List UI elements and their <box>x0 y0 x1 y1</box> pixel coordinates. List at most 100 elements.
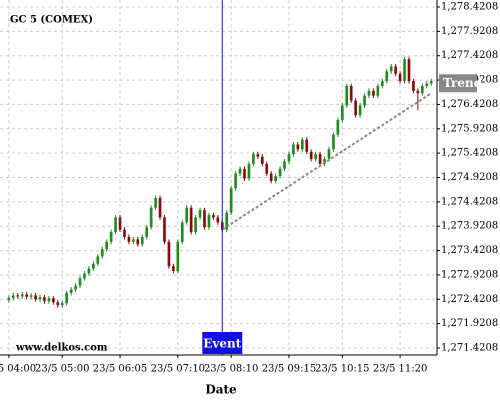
y-tick-label: 1,271.9208 <box>441 318 498 329</box>
candle-body <box>207 215 211 228</box>
candle-body <box>100 249 104 257</box>
candle-body <box>74 285 77 290</box>
y-tick-label: 1,271.4208 <box>441 342 498 353</box>
candle-body <box>403 59 406 82</box>
candle-body <box>69 289 73 293</box>
candle-body <box>25 294 29 297</box>
candle-body <box>389 66 393 72</box>
candle-body <box>132 239 135 242</box>
candle-body <box>412 81 415 91</box>
event-label-box <box>202 332 243 354</box>
x-tick-label: 23/5 06:05 <box>93 364 147 375</box>
candle-body <box>420 85 424 94</box>
y-tick-label: 1,274.4208 <box>441 196 498 207</box>
candle-body <box>278 168 282 177</box>
candle-body <box>332 134 335 150</box>
candle-body <box>323 159 326 164</box>
x-tick-label: 23/5 11:20 <box>373 364 427 375</box>
trend-label-box <box>439 74 477 93</box>
watermark: www.delkos.com <box>15 343 108 354</box>
candle-body <box>56 302 60 306</box>
candle-body <box>29 295 33 297</box>
candle-body <box>194 217 197 233</box>
candle-body <box>87 268 91 274</box>
y-tick-label: 1,275.4208 <box>441 148 498 159</box>
trend-line <box>221 92 432 231</box>
y-tick-label: 1,273.9208 <box>441 221 498 232</box>
candle-body <box>114 217 117 233</box>
candle-body <box>429 81 433 84</box>
candle-body <box>407 59 411 82</box>
candle-body <box>354 100 357 116</box>
candle-body <box>185 207 189 223</box>
candle-body <box>203 210 206 228</box>
candle-body <box>16 295 20 297</box>
candle-body <box>380 81 384 86</box>
y-tick-label: 1,276.4208 <box>441 99 498 110</box>
candle-body <box>7 297 11 301</box>
x-tick-label: 23/5 04:00 <box>0 364 36 375</box>
candle-body <box>367 90 371 96</box>
x-axis-label: Date <box>205 383 237 397</box>
x-tick-label: 23/5 10:15 <box>315 364 369 375</box>
candle-body <box>309 151 313 160</box>
candle-body <box>145 227 149 237</box>
labels: 1,271.4208 1,271.9208 1,272.4208 1,272.9208… <box>0 2 498 375</box>
candle-body <box>109 232 113 242</box>
candle-body <box>172 266 175 272</box>
candle-body <box>154 197 157 208</box>
candle-body <box>336 120 340 135</box>
candle-body <box>34 295 37 300</box>
grid <box>0 0 437 355</box>
candle-body <box>283 161 286 169</box>
candle-body <box>300 139 304 150</box>
candle-body <box>83 273 86 279</box>
candle-body <box>12 295 15 298</box>
candle-body <box>327 149 331 160</box>
candle-body <box>274 176 277 181</box>
candle-body <box>123 229 126 237</box>
candle-body <box>305 139 309 152</box>
y-tick-label: 1,278.4208 <box>441 2 498 13</box>
y-tick-label: 1,275.9208 <box>441 123 498 134</box>
x-tick-label: 23/5 07:10 <box>151 364 205 375</box>
candle-body <box>163 217 166 242</box>
candle-body <box>212 215 215 218</box>
candle-body <box>189 207 193 233</box>
candle-body <box>398 73 402 82</box>
candle-body <box>198 210 202 218</box>
candle-body <box>314 154 317 160</box>
chart-title: GC 5 (COMEX) <box>10 15 93 26</box>
candle-body <box>180 222 184 242</box>
marks <box>7 0 433 355</box>
candle-body <box>92 263 95 269</box>
candle-body <box>60 303 64 306</box>
candle-body <box>43 297 46 302</box>
candle-body <box>149 207 153 228</box>
candle-body <box>78 278 82 286</box>
x-tick-label: 23/5 09:15 <box>262 364 316 375</box>
candle-body <box>265 163 269 174</box>
candle-body <box>292 144 295 155</box>
candle-body <box>363 95 366 106</box>
candle-body <box>234 173 237 189</box>
y-tick-label: 1,277.9208 <box>441 26 498 37</box>
candle-body <box>269 173 273 181</box>
candle-body <box>167 241 171 267</box>
candle-body <box>158 197 162 218</box>
candle-body <box>238 168 242 174</box>
candle-body <box>127 236 131 242</box>
candle-body <box>38 297 42 300</box>
candle-body <box>65 292 69 304</box>
x-tick-label: 23/5 05:00 <box>35 364 89 375</box>
candle-body <box>376 85 380 96</box>
candle-body <box>416 90 420 94</box>
event-label: Event <box>203 337 241 351</box>
y-tick-label: 1,273.4208 <box>441 245 498 256</box>
candle-body <box>340 105 344 121</box>
candle-body <box>372 90 375 96</box>
candle-body <box>385 71 389 82</box>
candle-body <box>358 105 362 116</box>
y-tick-label: 1,272.9208 <box>441 269 498 280</box>
